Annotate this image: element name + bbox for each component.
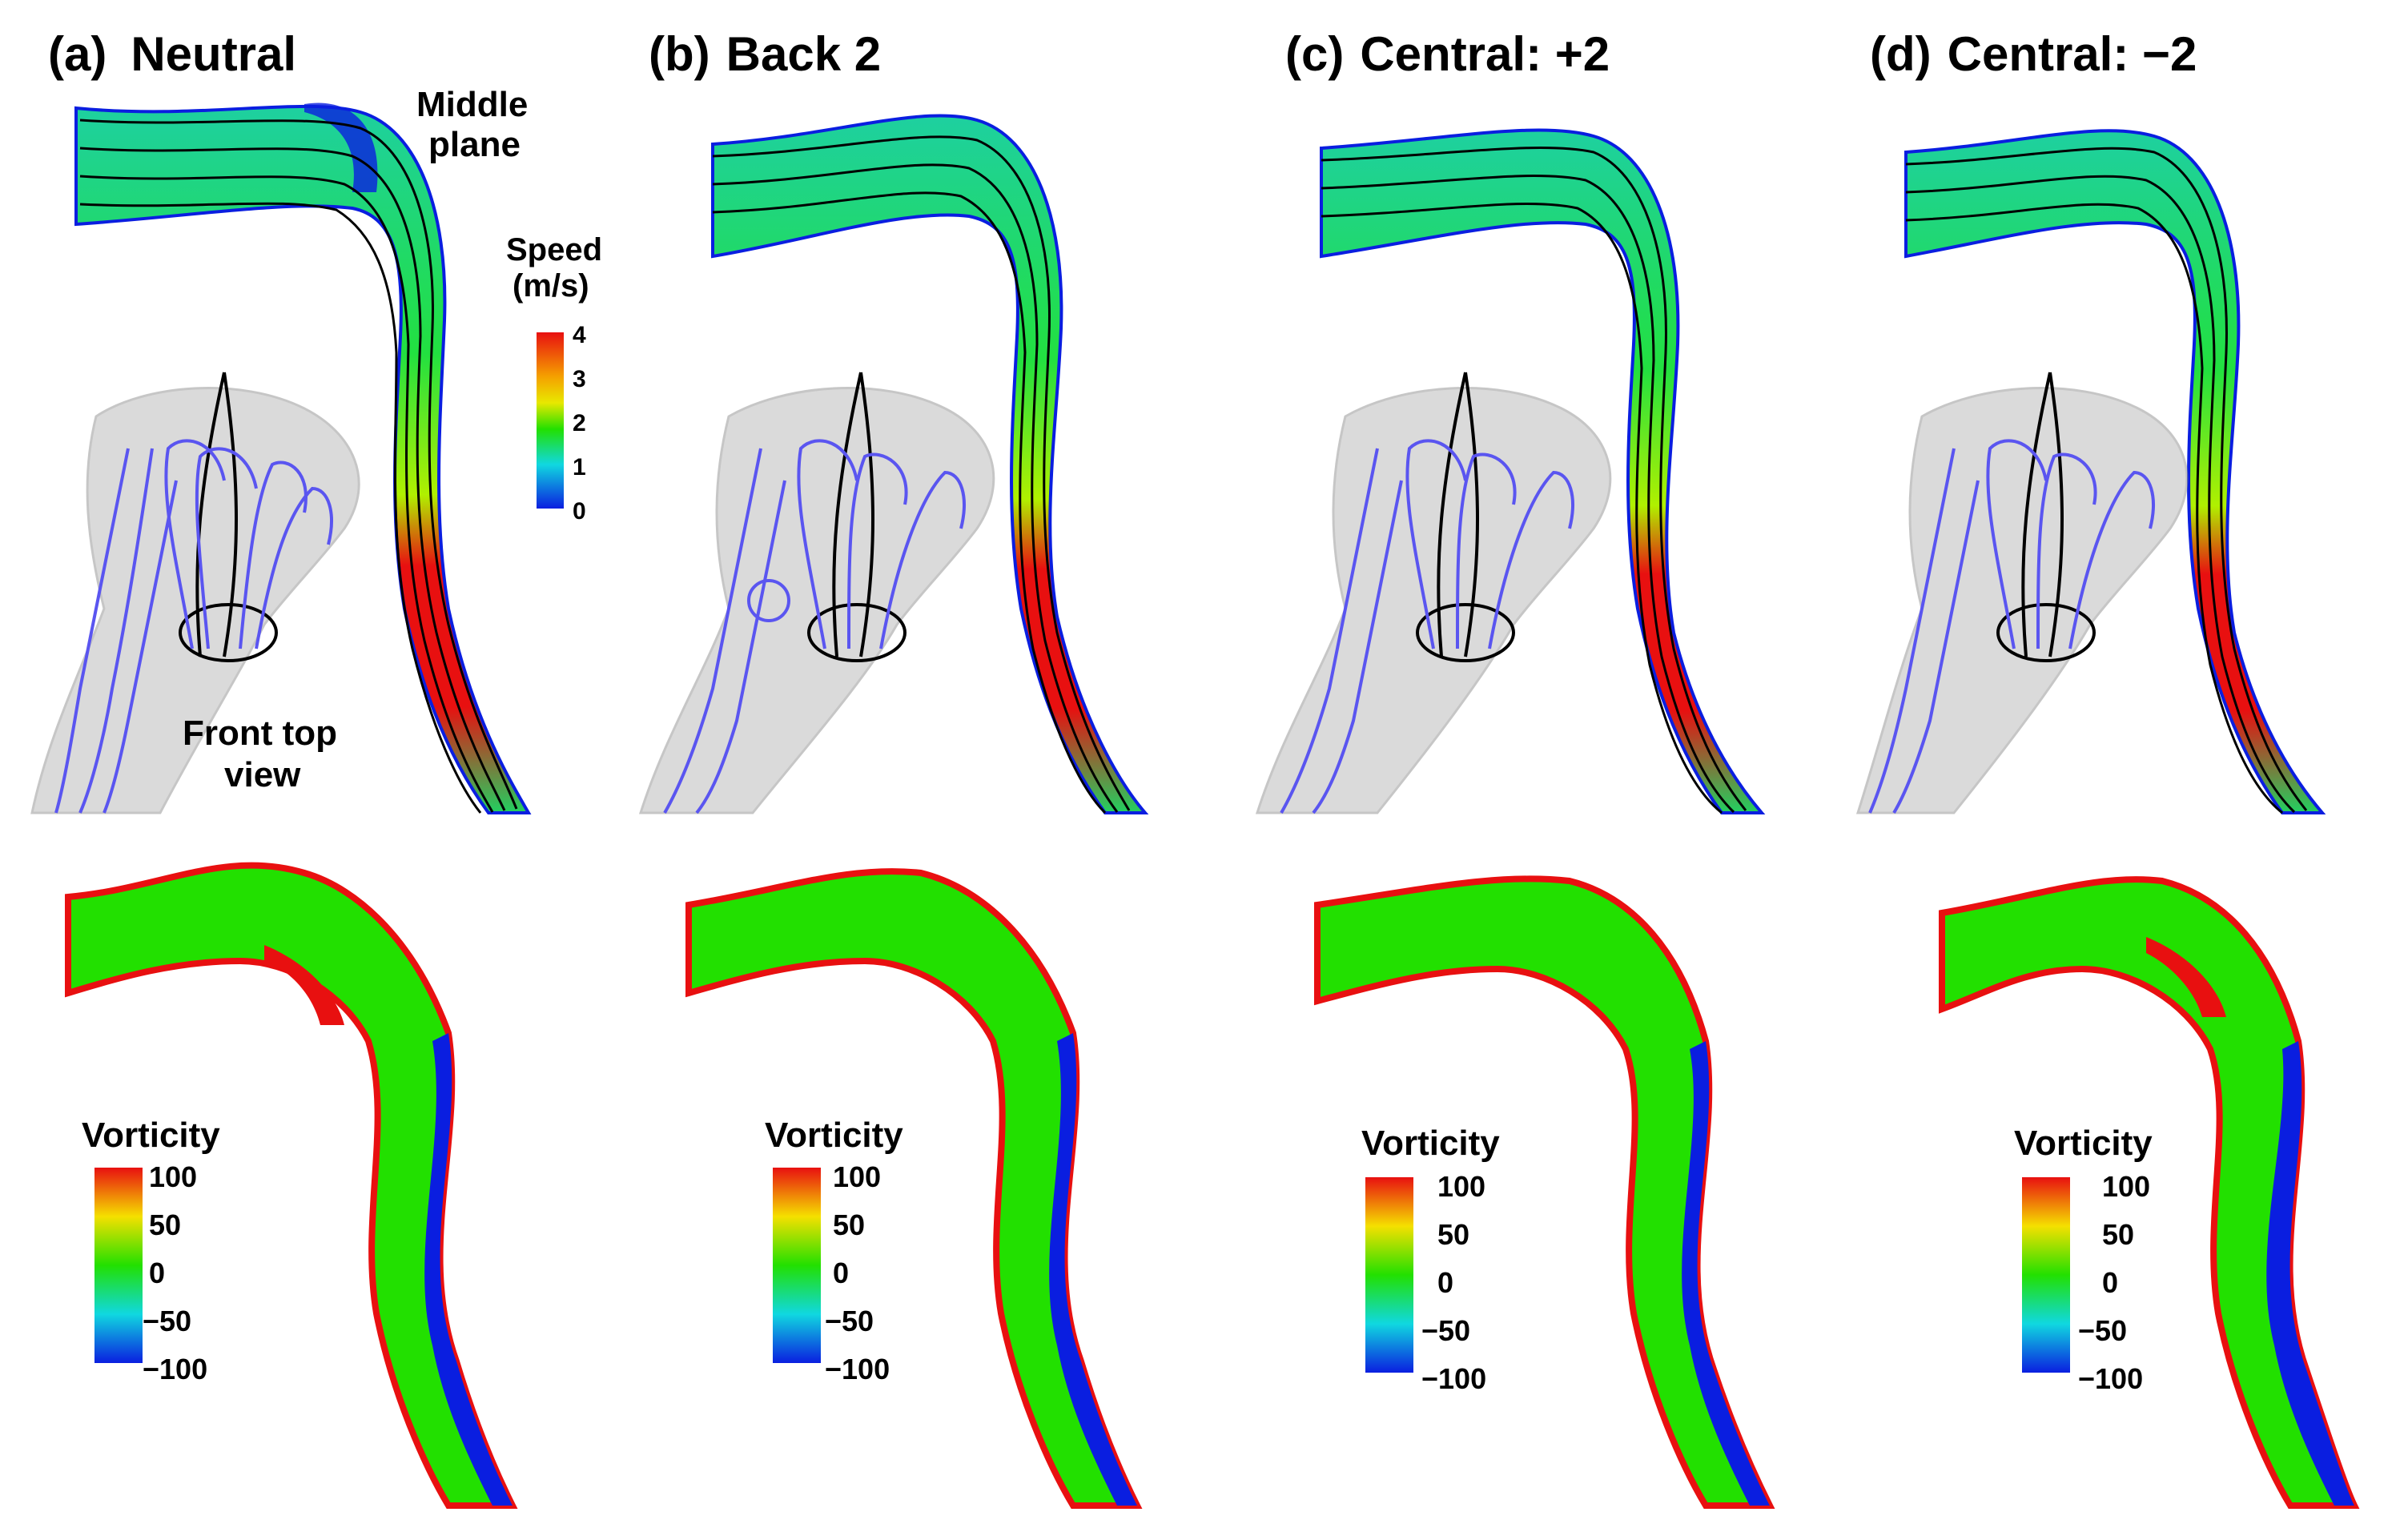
vorticity-b-tick-neg50: −50: [825, 1305, 874, 1337]
panel-b-vorticity-tube: [685, 868, 1143, 1509]
panel-a-low-speed-region: [304, 103, 378, 192]
vorticity-c-tick-neg50: −50: [1421, 1314, 1470, 1347]
vorticity-d-tick-100: 100: [2102, 1170, 2150, 1203]
vorticity-colorbar-d: [2022, 1177, 2070, 1373]
panel-c-title: (c) Central: +2: [1285, 27, 1610, 81]
vorticity-a-tick-100: 100: [149, 1160, 197, 1193]
panel-b-title: (b) Back 2: [649, 27, 881, 81]
panel-b-bottom-vorticity-plot: [685, 868, 1143, 1509]
vorticity-b-tick-100: 100: [833, 1160, 881, 1193]
panel-d-bottom-vorticity-plot: [1939, 876, 2360, 1509]
panel-d-title: (d) Central: −2: [1870, 27, 2197, 81]
speed-legend-title-line2: (m/s): [513, 268, 589, 304]
front-top-view-label-line1: Front top: [183, 714, 337, 753]
vorticity-colorbar-c: [1365, 1177, 1413, 1373]
vorticity-legend-a: Vorticity 100 50 0 −50 −100: [82, 1116, 220, 1385]
panel-c-top-speed-plot: [1255, 128, 1766, 814]
panel-a-negative-vorticity-band: [424, 1033, 513, 1506]
panel-c-black-streamlines: [1321, 147, 1747, 814]
panel-c: (c) Central: +2: [1255, 27, 1775, 1509]
vorticity-b-tick-0: 0: [833, 1257, 849, 1289]
vorticity-b-tick-50: 50: [833, 1208, 865, 1241]
panel-d-blue-streamlines: [1868, 439, 2155, 814]
vorticity-legend-b: Vorticity 100 50 0 −50 −100: [765, 1116, 903, 1385]
vorticity-a-tick-neg100: −100: [143, 1353, 207, 1385]
panel-b-top-speed-plot: [638, 114, 1149, 814]
vorticity-legend-d: Vorticity 100 50 0 −50 −100: [2014, 1124, 2153, 1395]
panel-b-blue-streamlines: [663, 439, 966, 814]
speed-tick-4: 4: [573, 322, 586, 348]
panel-a-bottom-vorticity-plot: [65, 862, 518, 1509]
middle-plane-label-line1: Middle: [416, 85, 528, 124]
middle-plane-label-line2: plane: [428, 125, 521, 164]
panel-a: (a) Neutral: [30, 27, 532, 1509]
vorticity-c-tick-neg100: −100: [1421, 1362, 1486, 1395]
vorticity-c-tick-100: 100: [1437, 1170, 1485, 1203]
vorticity-d-tick-neg50: −50: [2078, 1314, 2127, 1347]
vorticity-legend-d-title: Vorticity: [2014, 1124, 2153, 1163]
vorticity-a-tick-0: 0: [149, 1257, 165, 1289]
panel-a-blue-streamlines: [54, 439, 333, 814]
panel-a-title: (a) Neutral: [48, 27, 296, 81]
vorticity-b-tick-neg100: −100: [825, 1353, 890, 1385]
panel-a-speed-tube: [74, 104, 532, 814]
speed-colorbar: [537, 332, 564, 509]
panel-a-airway-3d: [30, 372, 360, 814]
vorticity-c-tick-0: 0: [1437, 1266, 1453, 1299]
vorticity-c-tick-50: 50: [1437, 1218, 1469, 1251]
panel-d-airway-3d: [1855, 372, 2189, 814]
panel-c-negative-vorticity-band: [1682, 1041, 1770, 1506]
vorticity-d-tick-0: 0: [2102, 1266, 2118, 1299]
panel-d-top-speed-plot: [1855, 129, 2326, 814]
vorticity-legend-c-title: Vorticity: [1361, 1124, 1500, 1163]
panel-d-shear-layer: [2146, 937, 2226, 1017]
vorticity-a-tick-neg50: −50: [143, 1305, 191, 1337]
speed-tick-1: 1: [573, 454, 586, 481]
panel-c-airway-3d: [1255, 372, 1612, 814]
panel-a-black-streamlines: [79, 119, 518, 814]
middle-plane-annotation: Middle plane: [416, 85, 528, 164]
speed-tick-2: 2: [573, 410, 586, 436]
panel-d-inlet-ellipse: [1996, 603, 2096, 662]
panel-c-inlet-ellipse: [1416, 603, 1515, 662]
speed-colorbar-legend: Speed (m/s) 4 3 2 1 0: [506, 232, 602, 525]
vorticity-legend-a-title: Vorticity: [82, 1116, 220, 1155]
panel-b-black-streamlines: [712, 135, 1131, 814]
speed-tick-3: 3: [573, 366, 586, 392]
front-top-view-label-line2: view: [224, 755, 301, 794]
panel-d: (d) Central: −2: [1855, 27, 2360, 1509]
vorticity-a-tick-50: 50: [149, 1208, 181, 1241]
panel-b-airway-3d: [638, 372, 995, 814]
front-top-view-annotation: Front top view: [183, 714, 337, 794]
panel-b-negative-vorticity-band: [1049, 1033, 1137, 1506]
vorticity-legend-c: Vorticity 100 50 0 −50 −100: [1361, 1124, 1500, 1395]
vorticity-d-tick-neg100: −100: [2078, 1362, 2143, 1395]
panel-c-blue-streamlines: [1280, 439, 1574, 814]
vorticity-legend-b-title: Vorticity: [765, 1116, 903, 1155]
panel-b-inlet-ellipse: [807, 603, 907, 662]
vorticity-colorbar-a: [94, 1168, 143, 1363]
panel-c-speed-tube: [1320, 128, 1766, 814]
vorticity-d-tick-50: 50: [2102, 1218, 2134, 1251]
panel-d-black-streamlines: [1905, 147, 2308, 814]
panel-c-bottom-vorticity-plot: [1314, 875, 1775, 1509]
speed-legend-title-line1: Speed: [506, 232, 602, 267]
panel-a-top-speed-plot: [30, 103, 532, 814]
panel-b: (b) Back 2: [638, 27, 1149, 1509]
panel-a-shear-layer: [264, 945, 344, 1025]
vorticity-colorbar-b: [773, 1168, 821, 1363]
panel-a-inlet-ellipse: [179, 603, 278, 662]
panel-d-speed-tube: [1904, 129, 2326, 814]
panel-d-negative-vorticity-band: [2266, 1041, 2354, 1506]
speed-tick-0: 0: [573, 498, 586, 525]
